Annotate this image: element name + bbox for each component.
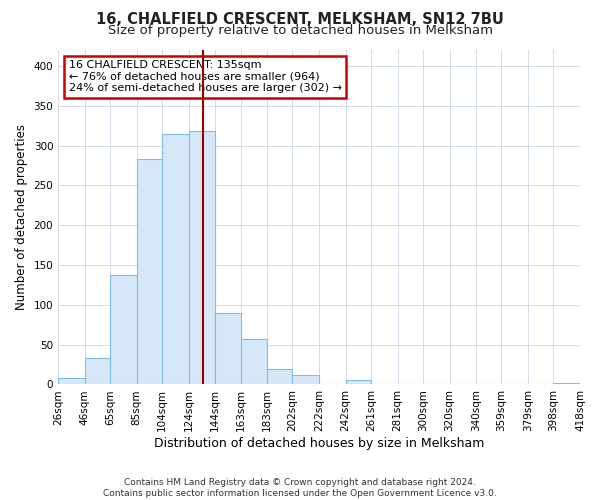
Y-axis label: Number of detached properties: Number of detached properties: [15, 124, 28, 310]
Text: Contains HM Land Registry data © Crown copyright and database right 2024.
Contai: Contains HM Land Registry data © Crown c…: [103, 478, 497, 498]
Bar: [553, 383, 580, 384]
Bar: [85, 358, 110, 384]
Bar: [346, 380, 371, 384]
X-axis label: Distribution of detached houses by size in Melksham: Distribution of detached houses by size …: [154, 437, 484, 450]
Text: 16 CHALFIELD CRESCENT: 135sqm
← 76% of detached houses are smaller (964)
24% of : 16 CHALFIELD CRESCENT: 135sqm ← 76% of d…: [68, 60, 341, 93]
Text: 16, CHALFIELD CRESCENT, MELKSHAM, SN12 7BU: 16, CHALFIELD CRESCENT, MELKSHAM, SN12 7…: [96, 12, 504, 28]
Bar: [162, 134, 188, 384]
Text: Size of property relative to detached houses in Melksham: Size of property relative to detached ho…: [107, 24, 493, 37]
Bar: [188, 131, 215, 384]
Bar: [292, 375, 319, 384]
Bar: [215, 313, 241, 384]
Bar: [241, 339, 267, 384]
Bar: [137, 159, 162, 384]
Bar: [110, 274, 137, 384]
Bar: [267, 368, 292, 384]
Bar: [58, 378, 85, 384]
